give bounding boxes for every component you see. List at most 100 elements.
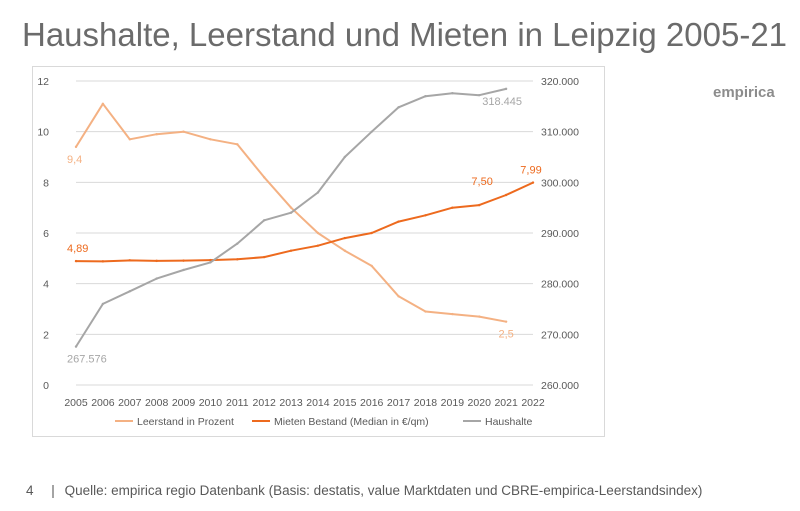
legend-label: Leerstand in Prozent <box>137 416 234 428</box>
x-tick-label: 2018 <box>414 397 438 409</box>
data-label: 7,99 <box>520 165 541 177</box>
x-tick-label: 2009 <box>172 397 196 409</box>
y-left-tick-label: 4 <box>43 279 49 291</box>
data-point <box>209 261 212 264</box>
legend-label: Haushalte <box>485 416 532 428</box>
data-point <box>262 176 266 179</box>
x-tick-label: 2022 <box>521 397 545 409</box>
x-tick-label: 2012 <box>252 397 276 409</box>
y-left-tick-label: 10 <box>37 127 49 139</box>
data-point <box>155 277 158 280</box>
y-right-tick-label: 300.000 <box>541 177 579 189</box>
data-point <box>209 138 212 141</box>
data-point <box>370 264 373 268</box>
data-point <box>289 249 293 252</box>
data-point <box>316 191 320 194</box>
data-point <box>289 206 293 209</box>
data-point <box>424 95 427 98</box>
x-tick-label: 2019 <box>441 397 465 409</box>
data-point <box>182 268 185 272</box>
data-point <box>74 259 78 263</box>
y-right-tick-label: 280.000 <box>541 279 579 291</box>
data-point <box>397 220 400 223</box>
data-point <box>128 290 131 293</box>
data-label: 7,50 <box>471 176 492 188</box>
y-left-tick-label: 8 <box>43 177 49 189</box>
data-point <box>343 155 347 159</box>
brand-logo-text: empirica <box>713 84 775 101</box>
data-point <box>531 181 535 184</box>
data-point <box>424 214 427 217</box>
x-tick-label: 2008 <box>145 397 169 409</box>
x-tick-label: 2010 <box>199 397 223 409</box>
y-right-tick-label: 290.000 <box>541 228 579 240</box>
x-tick-label: 2011 <box>226 397 249 409</box>
x-tick-label: 2005 <box>64 397 88 409</box>
page-number: 4 <box>26 483 34 498</box>
footer: 4 | Quelle: empirica regio Datenbank (Ba… <box>26 483 702 498</box>
x-tick-label: 2017 <box>387 397 411 409</box>
data-point <box>424 310 427 313</box>
x-tick-label: 2013 <box>279 397 303 409</box>
data-point <box>316 244 320 247</box>
series-line-3 <box>75 87 507 348</box>
data-point <box>209 258 212 262</box>
series-line-2 <box>75 181 534 263</box>
data-point <box>128 259 131 262</box>
y-right-tick-label: 260.000 <box>541 380 579 392</box>
data-point <box>289 211 293 214</box>
data-point <box>182 130 185 133</box>
data-point <box>155 259 158 263</box>
x-tick-label: 2007 <box>118 397 142 409</box>
data-point <box>343 249 347 252</box>
footer-separator: | <box>51 483 55 498</box>
data-point <box>155 133 158 136</box>
data-point <box>397 106 400 109</box>
x-tick-label: 2014 <box>306 397 330 409</box>
chart-container: 0 2 4 6 8 10 12 260.000 270.000 280.000 290.000 300… <box>32 66 605 437</box>
data-point <box>236 258 239 261</box>
data-label: 267.576 <box>67 354 107 366</box>
data-point <box>101 102 105 105</box>
y-right-tick-label: 310.000 <box>541 127 579 139</box>
x-tick-label: 2015 <box>333 397 357 409</box>
data-label: 318.445 <box>482 96 522 108</box>
data-point <box>478 93 481 97</box>
data-point <box>101 260 105 263</box>
data-point <box>451 312 454 316</box>
data-point <box>236 143 239 146</box>
data-point <box>262 219 266 222</box>
data-point <box>74 145 78 149</box>
data-point <box>451 91 454 95</box>
y-right-tick-label: 270.000 <box>541 329 579 341</box>
data-point <box>316 231 320 235</box>
y-right-tick-label: 320.000 <box>541 76 579 88</box>
x-tick-label: 2006 <box>91 397 115 409</box>
data-point <box>236 242 239 245</box>
data-point <box>128 138 131 141</box>
data-point <box>370 130 373 133</box>
x-tick-label: 2020 <box>468 397 492 409</box>
data-point <box>343 236 347 240</box>
data-point <box>504 193 508 197</box>
data-label: 9,4 <box>67 154 82 166</box>
data-point <box>370 231 373 235</box>
data-label: 4,89 <box>67 243 88 255</box>
data-point <box>451 206 454 209</box>
y-left-tick-label: 0 <box>43 380 49 392</box>
data-point <box>74 345 78 348</box>
data-point <box>478 203 481 207</box>
source-note: Quelle: empirica regio Datenbank (Basis:… <box>64 483 703 498</box>
x-tick-label: 2016 <box>360 397 384 409</box>
line-chart: 0 2 4 6 8 10 12 260.000 270.000 280.000 290.000 300… <box>37 76 579 428</box>
y-left-tick-label: 12 <box>37 76 49 88</box>
data-label: 2,5 <box>498 329 513 341</box>
data-point <box>101 302 105 306</box>
x-tick-label: 2021 <box>494 397 518 409</box>
data-point <box>504 87 508 91</box>
legend-label: Mieten Bestand (Median in €/qm) <box>274 416 429 428</box>
data-point <box>262 255 266 259</box>
y-left-tick-label: 2 <box>43 329 49 341</box>
data-point <box>504 320 508 323</box>
data-point <box>397 295 400 298</box>
